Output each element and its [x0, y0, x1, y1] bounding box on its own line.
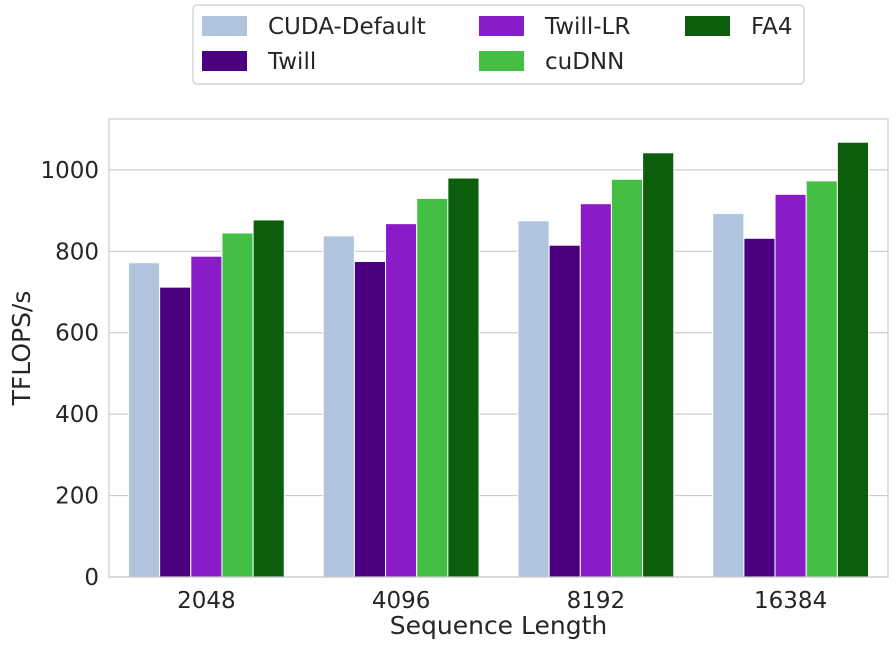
bar-twill-8192 [548, 244, 581, 578]
y-tick-label: 800 [55, 239, 99, 265]
legend-label: CUDA-Default [268, 14, 426, 40]
x-tick-label: 16384 [754, 588, 827, 614]
bar-twill-4096 [353, 260, 387, 578]
y-axis-label: TFLOPS/s [7, 291, 36, 407]
bar-fa4-8192 [642, 152, 675, 578]
legend-label: cuDNN [545, 49, 624, 75]
bar-twill-lr-16384 [774, 193, 807, 578]
x-axis-label: Sequence Length [390, 611, 608, 640]
bar-cudnn-16384 [805, 180, 838, 578]
y-tick-label: 600 [55, 321, 99, 347]
x-tick-labels: 2048 4096 8192 16384 [177, 588, 827, 614]
y-tick-label: 0 [84, 565, 99, 591]
x-tick-label: 8192 [567, 588, 626, 614]
bar-cuda-default-16384 [712, 212, 745, 578]
bar-cudnn-4096 [416, 197, 449, 578]
y-tick-labels: 0 200 400 600 800 1000 [40, 158, 99, 591]
bar-twill-lr-4096 [385, 223, 418, 578]
x-tick-label: 4096 [372, 588, 431, 614]
bar-fa4-4096 [447, 177, 480, 578]
legend-label: FA4 [751, 14, 793, 40]
y-tick-label: 200 [55, 484, 99, 510]
bar-fa4-2048 [252, 219, 285, 578]
y-tick-label: 1000 [40, 158, 99, 184]
bar-twill-lr-8192 [579, 203, 612, 578]
bar-twill-2048 [159, 286, 192, 578]
y-tick-label: 400 [55, 402, 99, 428]
bar-cudnn-2048 [221, 232, 254, 578]
bar-fa4-16384 [836, 141, 870, 578]
legend-swatch [202, 51, 247, 71]
bar-twill-16384 [743, 237, 776, 578]
legend-swatch [202, 16, 247, 36]
bars [127, 141, 870, 578]
legend-swatch [479, 16, 524, 36]
bar-cuda-default-4096 [322, 235, 355, 578]
bar-cuda-default-8192 [517, 220, 550, 578]
plot-area-frame [108, 118, 889, 578]
bar-cudnn-8192 [610, 178, 644, 578]
legend-frame [192, 4, 805, 85]
legend-swatch [685, 16, 730, 36]
bar-twill-lr-2048 [190, 255, 223, 578]
legend-label: Twill [267, 49, 316, 75]
bar-cuda-default-2048 [127, 262, 161, 578]
legend: CUDA-Default Twill Twill-LR cuDNN FA4 [192, 4, 805, 85]
legend-swatch [479, 51, 524, 71]
x-tick-label: 2048 [177, 588, 236, 614]
legend-label: Twill-LR [544, 14, 630, 40]
